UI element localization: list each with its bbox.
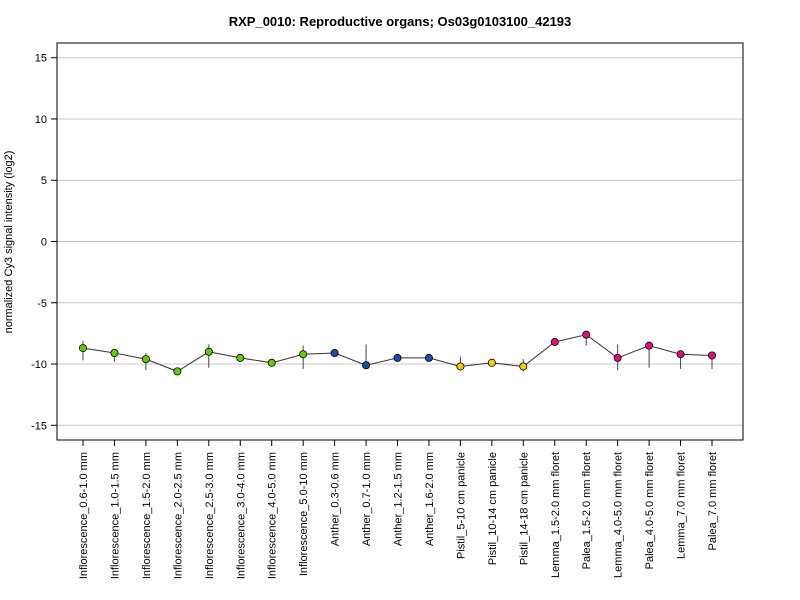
x-tick-label: Inflorescence_2.5-3.0 mm xyxy=(204,452,216,579)
data-point xyxy=(204,347,213,356)
data-point xyxy=(110,349,119,358)
y-axis: -15 -10 -5 0 5 10 15 xyxy=(31,53,57,432)
x-tick-label: Inflorescence_4.0-5.0 mm xyxy=(267,452,279,579)
x-tick-label: Inflorescence_1.0-1.5 mm xyxy=(109,452,121,579)
chart-title: RXP_0010: Reproductive organs; Os03g0103… xyxy=(229,14,572,29)
x-tick-label: Inflorescence_5.0-10 mm xyxy=(298,452,310,576)
x-tick-label: Palea_1.5-2.0 mm floret xyxy=(581,452,593,569)
x-tick-label: Palea_4.0-5.0 mm floret xyxy=(644,452,656,569)
y-tick-label: -10 xyxy=(31,359,47,371)
grid-lines xyxy=(57,57,743,426)
y-tick-label: 0 xyxy=(41,237,47,249)
x-tick-label: Lemma_4.0-5.0 mm floret xyxy=(613,452,625,578)
data-point xyxy=(393,353,402,362)
data-point xyxy=(267,358,276,367)
data-point xyxy=(456,362,465,371)
data-point xyxy=(141,355,150,364)
data-point xyxy=(645,341,654,350)
data-point xyxy=(487,358,496,367)
x-tick-label: Inflorescence_2.0-2.5 mm xyxy=(172,452,184,579)
x-tick-label: Pistil_14-18 cm panicle xyxy=(518,452,530,565)
data-point xyxy=(519,362,528,371)
x-tick-label: Inflorescence_1.5-2.0 mm xyxy=(141,452,153,579)
x-tick-label: Lemma_7.0 mm floret xyxy=(676,452,688,559)
y-tick-label: -5 xyxy=(37,298,47,310)
x-axis: Inflorescence_0.6-1.0 mm Inflorescence_1.… xyxy=(78,440,719,579)
y-tick-label: 5 xyxy=(41,175,47,187)
data-point xyxy=(424,353,433,362)
y-tick-label: -15 xyxy=(31,420,47,432)
x-tick-label: Pistil_10-14 cm panicle xyxy=(487,452,499,565)
data-point xyxy=(79,344,88,353)
x-tick-label: Palea_7.0 mm floret xyxy=(707,452,719,550)
x-tick-label: Inflorescence_3.0-4.0 mm xyxy=(235,452,247,579)
y-tick-label: 10 xyxy=(35,114,47,126)
x-tick-label: Inflorescence_0.6-1.0 mm xyxy=(78,452,90,579)
data-point xyxy=(613,353,622,362)
x-tick-label: Anther_1.2-1.5 mm xyxy=(393,452,405,546)
data-point xyxy=(299,350,308,359)
x-tick-label: Pistil_5-10 cm panicle xyxy=(455,452,467,559)
y-axis-label: normalized Cy3 signal intensity (log2) xyxy=(3,151,15,334)
x-tick-label: Lemma_1.5-2.0 mm floret xyxy=(550,452,562,578)
data-point xyxy=(330,349,339,358)
data-point xyxy=(362,361,371,370)
data-point xyxy=(676,350,685,359)
data-point xyxy=(708,351,717,360)
data-point xyxy=(236,353,245,362)
data-point xyxy=(582,330,591,339)
x-tick-label: Anther_1.6-2.0 mm xyxy=(424,452,436,546)
x-tick-label: Anther_0.3-0.6 mm xyxy=(330,452,342,546)
data-series xyxy=(79,330,717,376)
x-tick-label: Anther_0.7-1.0 mm xyxy=(361,452,373,546)
y-tick-label: 15 xyxy=(35,53,47,65)
data-point xyxy=(173,367,182,376)
data-point xyxy=(550,337,559,346)
